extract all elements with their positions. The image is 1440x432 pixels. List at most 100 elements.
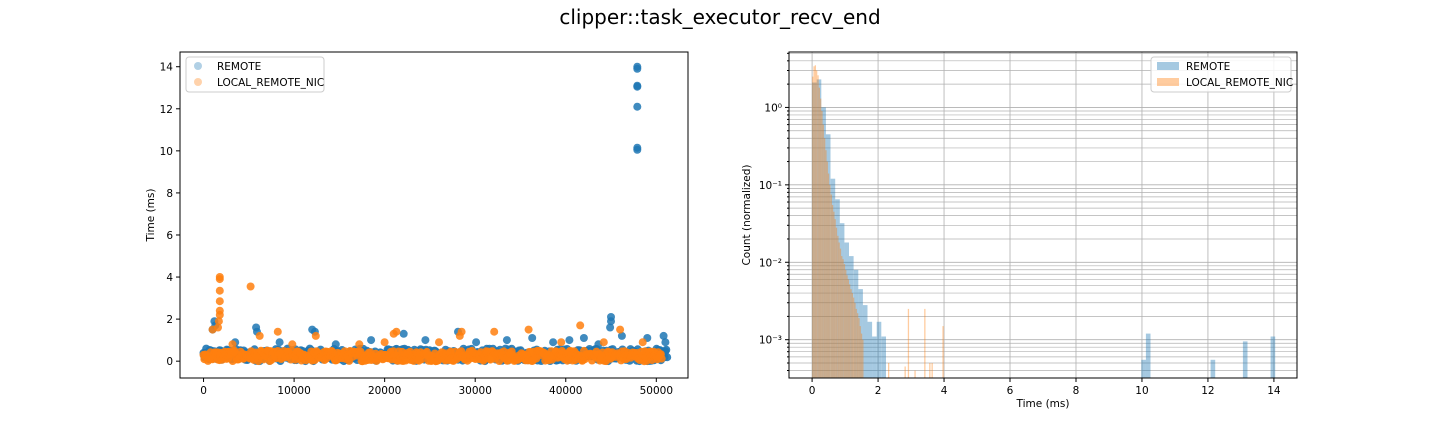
scatter-point [606, 323, 615, 332]
hist-bar [830, 194, 832, 378]
legend-label: LOCAL_REMOTE_NIC [1186, 77, 1293, 89]
y-tick-label: 2 [166, 314, 173, 326]
hist-bar [820, 98, 822, 378]
hist-bar [853, 269, 859, 378]
hist-bar [835, 199, 840, 378]
scatter-point [355, 340, 364, 349]
scatter-point [215, 310, 224, 319]
hist-bar [839, 248, 842, 378]
hist-bar [825, 134, 831, 378]
scatter-point [549, 338, 558, 347]
scatter-point [659, 331, 668, 340]
scatter-series-local_remote_nic [199, 273, 666, 366]
x-tick-label: 14 [1267, 385, 1281, 397]
hist-bar [821, 107, 826, 379]
scatter-point [524, 325, 533, 334]
hist-bar [841, 256, 843, 378]
scatter-point [657, 354, 666, 363]
scatter-point [607, 317, 615, 326]
scatter-point [661, 338, 670, 347]
scatter-point [215, 275, 224, 284]
hist-bar [812, 82, 817, 378]
scatter-point [638, 338, 647, 347]
scatter-point [599, 338, 608, 347]
legend-marker [194, 78, 202, 86]
hist-bar [845, 269, 847, 378]
scatter-point [490, 327, 499, 336]
y-tick-label: 0 [166, 356, 173, 368]
x-tick-label: 2 [875, 385, 882, 397]
hist-bar [835, 227, 838, 378]
hist-bar [825, 150, 827, 378]
hist-bar [827, 173, 830, 378]
scatter-point [228, 340, 237, 349]
histogram-xlabel: Time (ms) [1016, 398, 1070, 410]
hist-bar [942, 326, 944, 378]
hist-bar [872, 336, 877, 378]
scatter-point [288, 340, 297, 349]
scatter-point [662, 345, 671, 354]
hist-bar [818, 87, 820, 378]
x-tick-label: 0 [200, 385, 207, 397]
scatter-point [311, 331, 320, 340]
y-tick-label: 8 [166, 188, 173, 200]
scatter-point [579, 334, 588, 342]
scatter-point [435, 338, 443, 347]
x-tick-label: 50000 [640, 385, 673, 397]
scatter-panel: 0 10000 20000 30000 40000 50000 0 2 4 6 8 10 12 14 Ti… [145, 51, 689, 397]
scatter-point [399, 329, 408, 338]
hist-bar [888, 363, 890, 378]
x-tick-label: 10 [1135, 385, 1148, 397]
hist-bar [837, 235, 839, 378]
scatter-point [557, 338, 566, 347]
hist-bar [1141, 359, 1146, 378]
legend-marker [194, 62, 202, 70]
histogram-panel: 0 2 4 6 8 10 12 14 10⁻³ 10⁻² 10⁻¹ 10⁰ Count (normal… [741, 51, 1298, 410]
hist-bar [839, 223, 845, 378]
x-tick-label: 10000 [277, 385, 310, 397]
y-tick-label: 12 [160, 104, 173, 116]
scatter-axes: 0 10000 20000 30000 40000 50000 0 2 4 6 8 10 12 14 [160, 62, 673, 397]
hist-bar [843, 264, 846, 378]
scatter-point [214, 317, 223, 326]
scatter-point [455, 331, 464, 340]
hist-bar [846, 275, 848, 378]
hist-bar [859, 326, 861, 378]
hist-bar [849, 256, 854, 378]
hist-bar [857, 313, 859, 378]
x-tick-label: 30000 [458, 385, 491, 397]
scatter-point [255, 331, 264, 340]
scatter-point [616, 325, 625, 334]
hist-bar [816, 79, 822, 379]
hist-bar [855, 308, 857, 378]
hist-bar [853, 297, 855, 378]
scatter-point [273, 327, 282, 336]
hist-bar [833, 211, 835, 378]
scatter-point [633, 102, 642, 111]
scatter-point [421, 336, 430, 345]
scatter-point [576, 321, 585, 330]
scatter-marks [199, 62, 672, 366]
hist-bar [812, 76, 814, 378]
hist-bar [862, 339, 864, 378]
hist-bar [851, 293, 853, 378]
x-tick-label: 8 [1073, 385, 1080, 397]
hist-bar [814, 65, 816, 379]
histogram-marks [812, 65, 1276, 379]
scatter-point [633, 64, 642, 73]
hist-bar [1210, 359, 1216, 378]
hist-bar [907, 308, 910, 378]
hist-bar [867, 321, 873, 378]
hist-bar [816, 70, 818, 378]
legend-label: REMOTE [1186, 61, 1230, 73]
hist-bar [817, 75, 819, 379]
y-tick-label: 10⁻¹ [759, 180, 782, 192]
hist-bar [813, 66, 815, 379]
hist-bar [924, 308, 926, 378]
histogram-legend: REMOTE LOCAL_REMOTE_NIC [1150, 56, 1293, 93]
hist-bar [829, 184, 831, 378]
hist-bar [931, 363, 933, 378]
histogram-axes: 0 2 4 6 8 10 12 14 10⁻³ 10⁻² 10⁻¹ 10⁰ [759, 52, 1281, 397]
scatter-point [208, 325, 217, 334]
scatter-point [367, 336, 376, 345]
